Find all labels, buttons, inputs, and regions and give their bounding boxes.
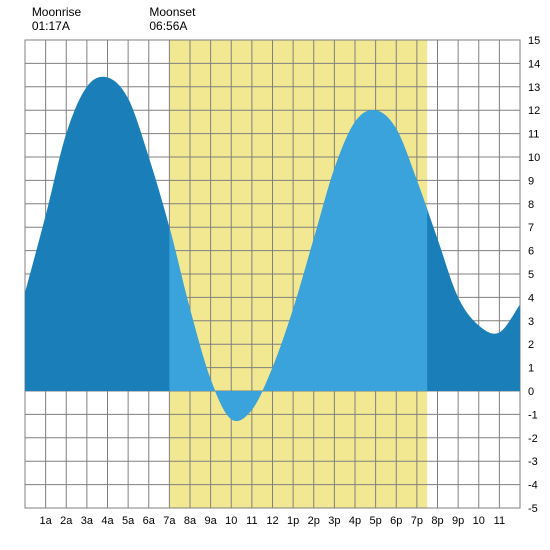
annotation-title: Moonset bbox=[149, 5, 196, 19]
x-axis-label: 3a bbox=[81, 515, 94, 527]
y-axis-label: -1 bbox=[528, 409, 538, 421]
x-axis-label: 8p bbox=[431, 515, 443, 527]
y-axis-label: 5 bbox=[528, 269, 534, 281]
y-axis-label: 9 bbox=[528, 175, 534, 187]
x-axis-label: 4p bbox=[349, 515, 361, 527]
y-axis-label: 8 bbox=[528, 199, 534, 211]
x-axis-label: 5a bbox=[122, 515, 135, 527]
annotation-time: 06:56A bbox=[149, 19, 187, 33]
y-axis-label: 1 bbox=[528, 363, 534, 375]
x-axis-label: 12 bbox=[266, 515, 278, 527]
x-axis-label: 1a bbox=[40, 515, 53, 527]
y-axis-label: 11 bbox=[528, 129, 539, 141]
y-axis-label: 0 bbox=[528, 386, 534, 398]
x-axis-label: 4a bbox=[101, 515, 114, 527]
y-axis-label: 15 bbox=[528, 35, 540, 47]
y-axis-label: 6 bbox=[528, 246, 534, 258]
chart-svg: 1a2a3a4a5a6a7a8a9a1011121p2p3p4p5p6p7p8p… bbox=[0, 0, 550, 550]
tide-chart: 1a2a3a4a5a6a7a8a9a1011121p2p3p4p5p6p7p8p… bbox=[0, 0, 550, 550]
y-axis-label: 10 bbox=[528, 152, 540, 164]
x-axis-label: 3p bbox=[328, 515, 340, 527]
x-axis-label: 6p bbox=[390, 515, 402, 527]
x-axis-label: 9p bbox=[452, 515, 464, 527]
x-axis-label: 8a bbox=[184, 515, 197, 527]
y-axis-label: 2 bbox=[528, 339, 534, 351]
x-axis-label: 6a bbox=[143, 515, 156, 527]
annotation-time: 01:17A bbox=[32, 19, 70, 33]
x-axis-label: 1p bbox=[287, 515, 299, 527]
y-axis-label: 13 bbox=[528, 82, 540, 94]
x-axis-label: 5p bbox=[370, 515, 382, 527]
y-axis-label: 3 bbox=[528, 316, 534, 328]
y-axis-label: 12 bbox=[528, 105, 540, 117]
x-axis-label: 10 bbox=[225, 515, 237, 527]
annotation-title: Moonrise bbox=[32, 5, 82, 19]
y-axis-label: 14 bbox=[528, 58, 540, 70]
x-axis-label: 9a bbox=[205, 515, 218, 527]
y-axis-label: -5 bbox=[528, 503, 538, 515]
y-axis-label: -3 bbox=[528, 456, 538, 468]
x-axis-label: 10 bbox=[473, 515, 485, 527]
x-axis-label: 11 bbox=[494, 515, 505, 527]
x-axis-label: 7a bbox=[163, 515, 176, 527]
y-axis-label: 7 bbox=[528, 222, 534, 234]
x-axis-label: 2p bbox=[308, 515, 320, 527]
y-axis-label: -4 bbox=[528, 480, 538, 492]
x-axis-label: 2a bbox=[60, 515, 73, 527]
x-axis-label: 7p bbox=[411, 515, 423, 527]
x-axis-label: 11 bbox=[246, 515, 257, 527]
y-axis-label: -2 bbox=[528, 433, 538, 445]
y-axis-label: 4 bbox=[528, 292, 534, 304]
